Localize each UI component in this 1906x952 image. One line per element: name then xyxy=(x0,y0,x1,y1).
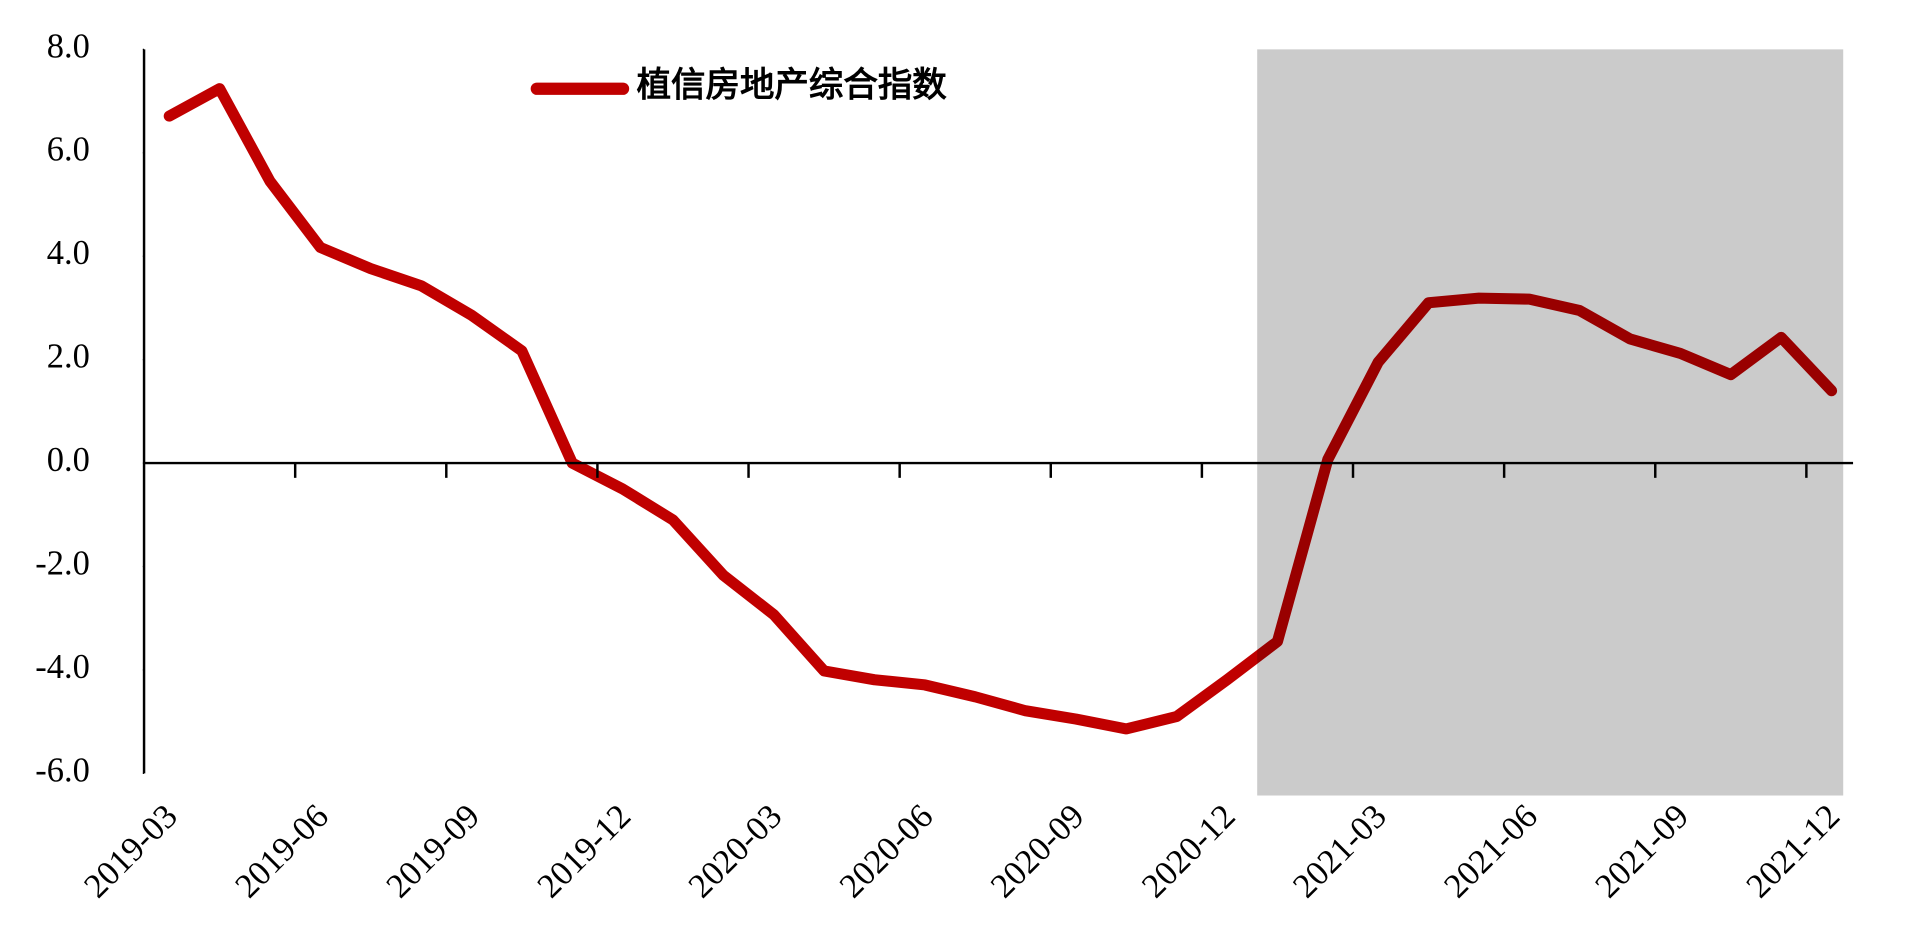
y-tick-label: 6.0 xyxy=(47,131,90,169)
y-tick-label: -2.0 xyxy=(35,544,90,582)
x-tick-label: 2019-06 xyxy=(228,797,336,905)
shaded-region xyxy=(1257,49,1844,796)
x-tick-label: 2021-06 xyxy=(1437,797,1545,905)
y-tick-label: 8.0 xyxy=(47,27,90,65)
x-tick-label: 2019-12 xyxy=(530,797,638,905)
legend-label: 植信房地产综合指数 xyxy=(637,67,948,105)
x-tick-label: 2021-09 xyxy=(1588,797,1696,905)
y-tick-label: -6.0 xyxy=(35,751,90,789)
over-layer xyxy=(1257,49,1844,796)
x-tick-label: 2019-09 xyxy=(379,797,487,905)
y-tick-label: 4.0 xyxy=(47,234,90,272)
x-tick-label: 2020-06 xyxy=(832,797,940,905)
y-tick-label: 0.0 xyxy=(47,441,90,479)
x-tick-label: 2020-09 xyxy=(983,797,1091,905)
y-tick-label: 2.0 xyxy=(47,338,90,376)
x-tick-label: 2020-03 xyxy=(681,797,789,905)
x-tick-label: 2021-12 xyxy=(1739,797,1847,905)
x-tick-label: 2020-12 xyxy=(1135,797,1243,905)
x-tick-label: 2021-03 xyxy=(1286,797,1394,905)
x-tick-label: 2019-03 xyxy=(77,797,185,905)
y-tick-label: -4.0 xyxy=(35,648,90,686)
